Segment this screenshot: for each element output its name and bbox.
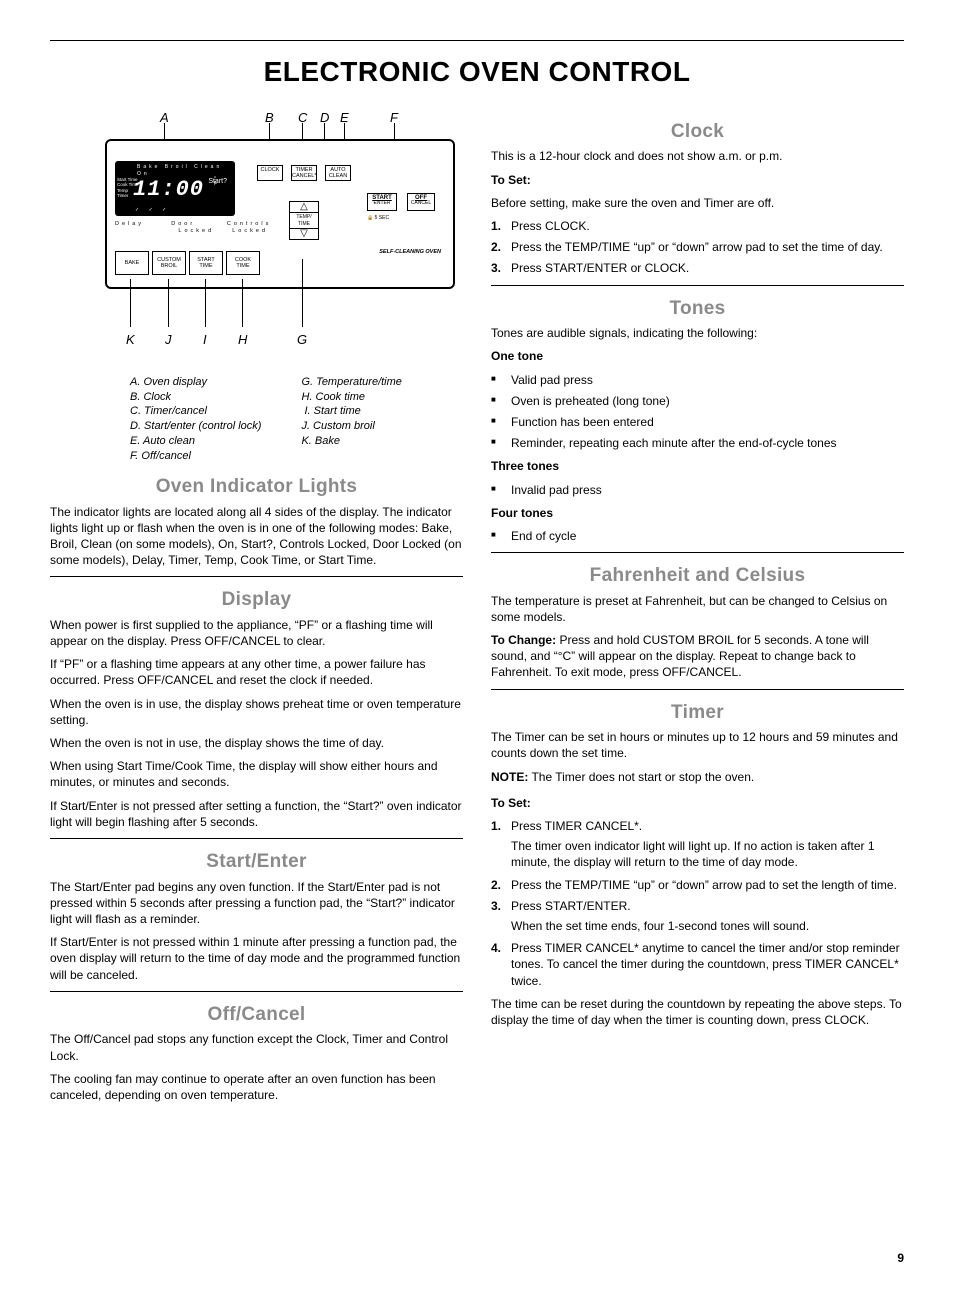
fc-p1: The temperature is preset at Fahrenheit,… [491,593,904,625]
custom-broil-button-icon: CUSTOM BROIL [152,251,186,275]
oven-indicator-lights-heading: Oven Indicator Lights [50,474,463,500]
tones-four: Four tones [491,505,904,521]
tones-four-list: End of cycle [491,528,904,544]
control-panel-diagram: A B C D E F Bake Broil Clean On Start Ti… [90,109,470,464]
timer-step-3b: When the set time ends, four 1-second to… [511,918,904,934]
clock-step-3: Press START/ENTER or CLOCK. [511,261,689,275]
start-enter-heading: Start/Enter [50,849,463,875]
diagram-legend: A. Oven display B. Clock C. Timer/cancel… [130,375,470,464]
clock-p1: This is a 12-hour clock and does not sho… [491,148,904,164]
display-checks: ✓ ✓ ✓ [135,207,170,214]
legend-left: A. Oven display B. Clock C. Timer/cancel… [130,375,261,464]
left-column: A B C D E F Bake Broil Clean On Start Ti… [50,109,463,1110]
tones-three-list: Invalid pad press [491,482,904,498]
timer-note-rest: The Timer does not start or stop the ove… [528,770,754,784]
tones-b5: Invalid pad press [491,482,904,498]
auto-clean-button-icon: AUTO CLEAN [325,165,351,181]
clock-steps: 1.Press CLOCK. 2.Press the TEMP/TIME “up… [491,218,904,277]
timer-step-1: Press TIMER CANCEL*. [511,819,642,833]
top-rule [50,40,904,41]
off-cancel-heading: Off/Cancel [50,1002,463,1028]
timer-cancel-button-icon: TIMER CANCEL* [291,165,317,181]
tones-heading: Tones [491,296,904,322]
lock-5sec-label: 🔒 5 SEC [367,215,389,222]
timer-step-1b: The timer oven indicator light will ligh… [511,838,904,870]
timer-step-4: Press TIMER CANCEL* anytime to cancel th… [511,941,900,987]
self-cleaning-label: SELF-CLEANING OVEN [379,249,441,256]
temp-time-label: TEMP/ TIME [290,212,318,230]
display-p6: If Start/Enter is not pressed after sett… [50,798,463,830]
timer-step-3: Press START/ENTER. [511,899,631,913]
display-under-labels: Delay Door Controls Locked Locked [115,221,271,236]
tones-p1: Tones are audible signals, indicating th… [491,325,904,341]
fc-p2-bold: To Change: [491,633,556,647]
tones-b2: Oven is preheated (long tone) [491,393,904,409]
display-heading: Display [50,587,463,613]
page-number: 9 [50,1250,904,1266]
panel-outline: Bake Broil Clean On Start Time Cook Time… [105,139,455,289]
tones-one-list: Valid pad press Oven is preheated (long … [491,372,904,452]
timer-p2: The time can be reset during the countdo… [491,996,904,1028]
clock-button-icon: CLOCK [257,165,283,181]
timer-note: NOTE: The Timer does not start or stop t… [491,769,904,785]
temp-time-buttons: △ TEMP/ TIME ▽ [289,201,319,241]
clock-toset: To Set: [491,172,904,188]
legend-right: G. Temperature/time H. Cook time I. Star… [301,375,401,464]
tones-one: One tone [491,348,904,364]
clock-p2: Before setting, make sure the oven and T… [491,195,904,211]
start-time-button-icon: START TIME [189,251,223,275]
off-p2: The cooling fan may continue to operate … [50,1071,463,1103]
oven-display: Bake Broil Clean On Start Time Cook Time… [115,161,235,216]
timer-step-2: Press the TEMP/TIME “up” or “down” arrow… [511,878,897,892]
right-column: Clock This is a 12-hour clock and does n… [491,109,904,1110]
two-column-layout: A B C D E F Bake Broil Clean On Start Ti… [50,109,904,1110]
start-p2: If Start/Enter is not pressed within 1 m… [50,934,463,983]
function-button-row: BAKE CUSTOM BROIL START TIME COOK TIME [115,251,260,275]
cook-time-button-icon: COOK TIME [226,251,260,275]
diagram-label-j: J [165,331,172,349]
timer-toset: To Set: [491,795,904,811]
up-arrow-icon: △ [290,202,318,212]
timer-note-bold: NOTE: [491,770,528,784]
display-start-q: Start? [208,177,227,186]
off-p1: The Off/Cancel pad stops any function ex… [50,1031,463,1063]
display-p5: When using Start Time/Cook Time, the dis… [50,758,463,790]
diagram-label-i: I [203,331,207,349]
timer-steps: 1.Press TIMER CANCEL*. The timer oven in… [491,818,904,989]
tones-b1: Valid pad press [491,372,904,388]
start-enter-button-icon: STARTENTER [367,193,397,211]
page-title: ELECTRONIC OVEN CONTROL [50,53,904,91]
bake-button-icon: BAKE [115,251,149,275]
diagram-label-g: G [297,331,307,349]
display-p4: When the oven is not in use, the display… [50,735,463,751]
tones-b3: Function has been entered [491,414,904,430]
down-arrow-icon: ▽ [290,229,318,239]
fc-heading: Fahrenheit and Celsius [491,563,904,589]
diagram-label-h: H [238,331,247,349]
timer-heading: Timer [491,700,904,726]
clock-step-2: Press the TEMP/TIME “up” or “down” arrow… [511,240,883,254]
display-p2: If “PF” or a flashing time appears at an… [50,656,463,688]
display-p3: When the oven is in use, the display sho… [50,696,463,728]
fc-p2: To Change: Press and hold CUSTOM BROIL f… [491,632,904,681]
tones-b4: Reminder, repeating each minute after th… [491,435,904,451]
oil-text: The indicator lights are located along a… [50,504,463,569]
clock-step-1: Press CLOCK. [511,219,590,233]
display-time: 11:00 [133,175,204,205]
clock-heading: Clock [491,119,904,145]
off-cancel-button-icon: OFFCANCEL [407,193,435,211]
start-p1: The Start/Enter pad begins any oven func… [50,879,463,928]
tones-three: Three tones [491,458,904,474]
timer-p1: The Timer can be set in hours or minutes… [491,729,904,761]
tones-b6: End of cycle [491,528,904,544]
diagram-label-k: K [126,331,135,349]
display-p1: When power is first supplied to the appl… [50,617,463,649]
